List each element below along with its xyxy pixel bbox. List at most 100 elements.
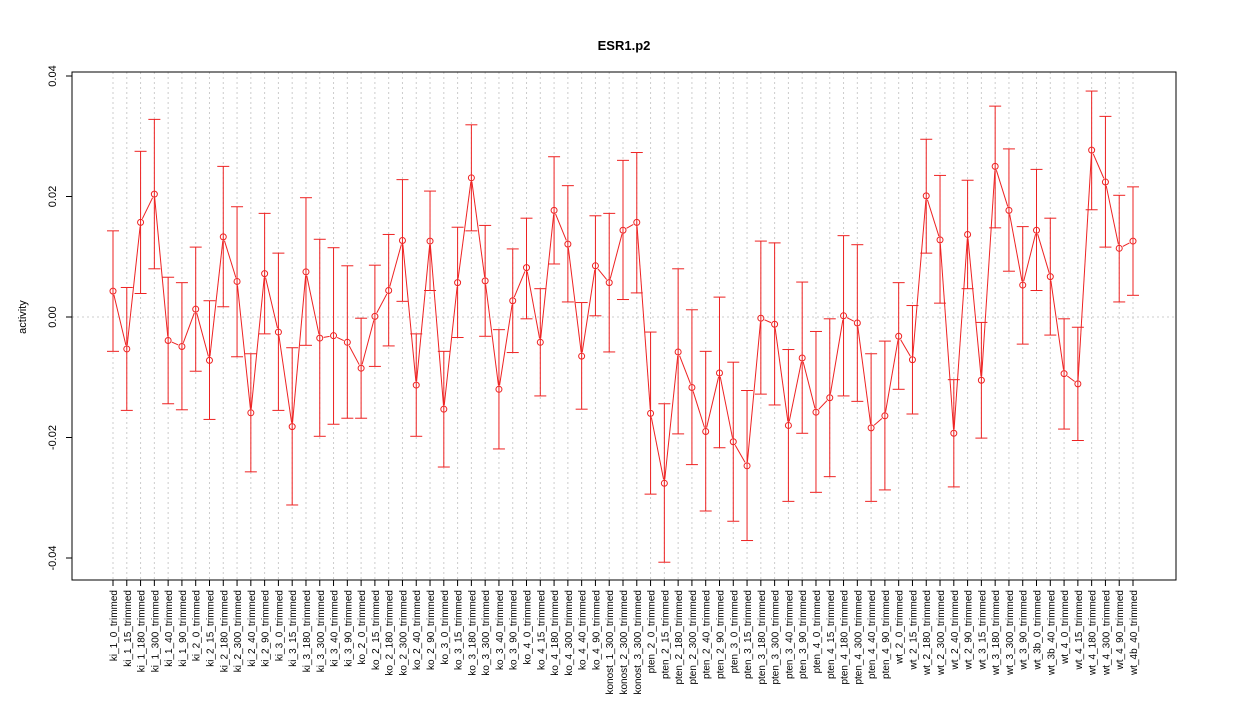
x-tick-label: ki_1_90_trimmed [178,590,189,667]
x-tick-label: ki_3_0_trimmed [274,590,285,661]
series-segment [706,376,720,428]
series-segment [1077,154,1092,380]
data-point [440,405,448,413]
data-point [398,236,406,244]
series-segment [967,238,982,377]
series-segment [764,319,772,324]
series-segment [664,355,679,480]
y-tick-label: 0.00 [47,306,59,327]
x-tick-label: ki_2_90_trimmed [261,590,272,667]
data-point [316,334,324,342]
series-segment [223,240,237,278]
x-tick-label: ko_3_300_trimmed [481,590,492,676]
series-segment [113,294,127,346]
data-point [743,462,751,470]
series-segment [443,286,458,406]
data-point [1060,370,1068,378]
x-tick-label: wt_3_90_trimmed [1019,590,1030,670]
x-tick-label: wt_3b_40_trimmed [1046,590,1057,676]
series-segment [141,197,154,220]
data-point [1046,273,1054,281]
data-point [812,408,820,416]
data-point [950,429,958,437]
x-tick-label: ko_4_300_trimmed [564,590,575,676]
series-segment [873,418,883,426]
data-point [523,264,531,272]
series-segment [1050,280,1065,370]
series-segment [1037,233,1050,273]
series-segment [182,312,195,343]
y-tick-label: -0.04 [47,545,59,570]
x-tick-label: pten_2_40_trimmed [702,590,713,679]
x-tick-label: pten_2_300_trimmed [688,590,699,685]
series-segment [802,361,816,409]
data-point [977,376,985,384]
x-tick-label: ko_3_40_trimmed [495,590,506,670]
x-tick-label: pten_3_40_trimmed [784,590,795,679]
series-segment [829,319,844,394]
data-point [550,206,558,214]
series-segment [885,340,899,412]
series-segment [154,198,169,337]
data-point [1074,380,1082,388]
x-tick-label: pten_4_0_trimmed [812,590,823,673]
x-tick-label: ki_2_300_trimmed [233,590,244,672]
data-point [1005,206,1013,214]
x-tick-label: pten_3_15_trimmed [743,590,754,679]
x-tick-label: ko_2_300_trimmed [398,590,409,676]
x-tick-label: wt_3b_0_trimmed [1033,590,1044,670]
x-tick-label: konost_1_300_trimmed [605,590,616,695]
series-segment [774,328,789,422]
x-tick-label: pten_2_0_trimmed [647,590,658,673]
series-segment [636,226,651,410]
series-segment [609,233,623,279]
x-tick-label: konost_2_300_trimmed [619,590,630,695]
series-segment [857,326,872,424]
data-point [605,279,613,287]
data-point [936,236,944,244]
data-point [964,230,972,238]
data-point [150,190,158,198]
series-segment [679,355,691,384]
series-segment [292,275,307,423]
series-segment [402,244,417,382]
x-tick-label: ko_2_40_trimmed [412,590,423,670]
series-line [113,153,1130,480]
x-tick-label: ko_2_0_trimmed [357,590,368,664]
grid-lines [112,72,1134,580]
x-tick-label: ki_3_15_trimmed [288,590,299,667]
x-tick-label: pten_4_15_trimmed [826,590,837,679]
data-point [591,262,599,270]
series-segment [597,268,608,280]
x-tick-label: ki_3_40_trimmed [330,590,341,667]
x-tick-label: wt_2_0_trimmed [895,590,906,665]
chart-title: ESR1.p2 [598,38,651,53]
x-tick-label: ki_2_40_trimmed [247,590,258,667]
series-segment [389,244,402,287]
series-segment [1066,375,1075,382]
y-tick-label: 0.04 [47,65,59,86]
data-point [729,438,737,446]
series-segment [692,391,705,428]
x-tick-label: ko_4_15_trimmed [536,590,547,670]
data-point [1088,146,1096,154]
x-tick-label: ko_3_0_trimmed [440,590,451,664]
x-tick-label: wt_2_40_trimmed [950,590,961,670]
data-points [109,146,1137,487]
data-point [288,423,296,431]
series-segment [265,277,278,329]
data-point [1033,226,1041,234]
y-tick-label: 0.02 [47,186,59,207]
x-tick-label: ki_1_15_trimmed [123,590,134,667]
data-point [619,226,627,234]
x-tick-label: pten_3_300_trimmed [771,590,782,685]
data-point [578,352,586,360]
series-segment [650,417,665,480]
data-point [426,237,434,245]
series-segment [526,271,541,339]
x-tick-label: wt_2_90_trimmed [964,590,975,670]
series-segment [513,271,526,298]
x-tick-label: ki_2_15_trimmed [205,590,216,667]
data-point [688,383,696,391]
